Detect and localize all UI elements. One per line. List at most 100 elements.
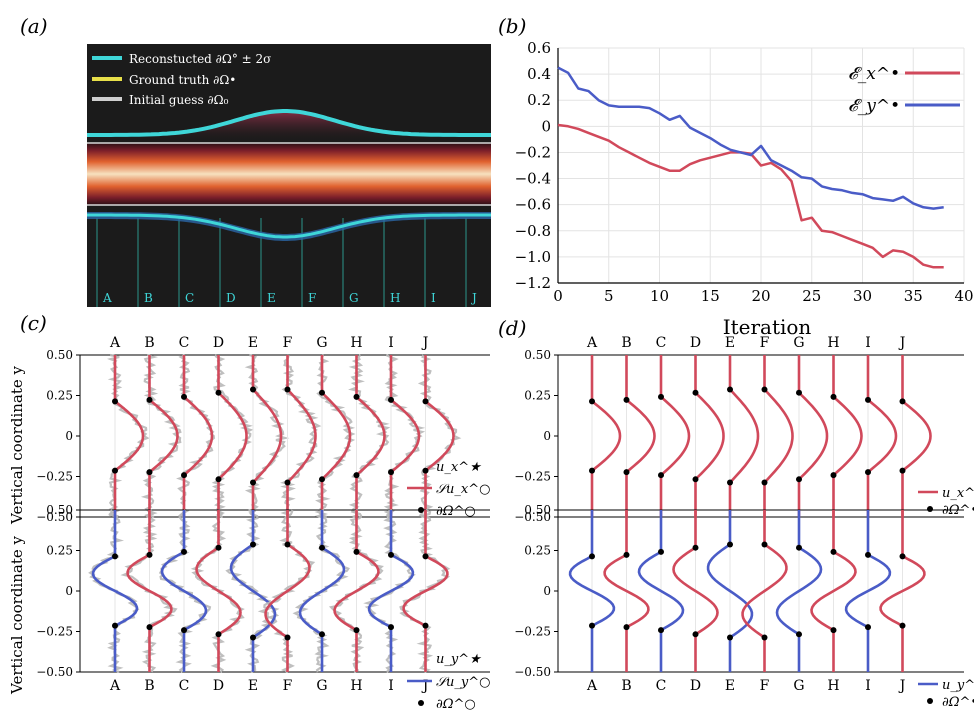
station-letter-bottom-A: A xyxy=(109,678,121,694)
station-letter-bottom-J: J xyxy=(421,678,429,694)
station-letter-top-C: C xyxy=(179,335,190,351)
x-tick-label: 25 xyxy=(802,287,821,305)
station-letter-bottom-I: I xyxy=(388,678,394,694)
panel-b-legend: 𝓔_x^• 𝓔_y^• xyxy=(848,64,960,116)
measured-profile-H xyxy=(348,354,391,519)
velocity-profile-F xyxy=(763,355,794,517)
x-tick-label: 10 xyxy=(650,287,669,305)
measured-profile-E xyxy=(244,353,290,518)
panel-c-top-legend: u_x^★ 𝒮u_x^○ ∂Ω^○ xyxy=(407,460,491,519)
velocity-profile-G xyxy=(775,510,823,672)
y-tick-label: 0.25 xyxy=(524,389,551,403)
velocity-profile-J xyxy=(402,510,449,672)
station-letter-top-A: A xyxy=(586,335,598,351)
boundary-dot-bottom-I xyxy=(865,624,871,631)
station-letter-top-B: B xyxy=(144,335,154,351)
velocity-profile-B xyxy=(625,355,656,517)
boundary-dot-bottom-B xyxy=(623,624,630,631)
y-tick-label: 0.6 xyxy=(527,39,551,57)
series-line-ex xyxy=(557,123,944,269)
velocity-profile-B xyxy=(126,510,173,672)
boundary-dot-top-D xyxy=(215,544,222,551)
velocity-profile-A xyxy=(113,355,145,517)
y-tick-label: 0 xyxy=(65,429,73,443)
panel-label-a: (a) xyxy=(20,14,48,38)
boundary-dot-top-I xyxy=(388,551,394,558)
velocity-profile-A xyxy=(91,510,139,672)
measured-profile-F xyxy=(280,354,322,518)
boundary-dot-top-A xyxy=(112,398,118,405)
boundary-dot-top-D xyxy=(692,389,699,396)
y-tick-label: 0.50 xyxy=(46,348,73,362)
boundary-dot-top-H xyxy=(830,548,837,555)
y-tick-label: −0.25 xyxy=(36,625,73,639)
legend-d-top-velocity: u_x^• xyxy=(942,486,974,501)
boundary-dot-bottom-E xyxy=(250,634,256,641)
boundary-dot-top-C xyxy=(181,393,187,400)
y-tick-label: 0 xyxy=(543,584,551,598)
boundary-dot-bottom-H xyxy=(830,472,837,479)
velocity-profile-B xyxy=(148,355,179,517)
station-letter-bottom-H: H xyxy=(350,678,362,694)
boundary-dot-top-I xyxy=(865,551,871,558)
panel-c: 0.500.250−0.25−0.500.500.250−0.25−0.50AA… xyxy=(36,335,490,694)
boundary-dot-bottom-A xyxy=(589,622,595,629)
station-letter-top-F: F xyxy=(760,335,770,351)
x-tick-label: 5 xyxy=(604,287,614,305)
legend-c-bottom-measured: u_y^★ xyxy=(436,652,482,667)
velocity-profile-I xyxy=(844,510,892,672)
legend-d-bottom-velocity: u_y^• xyxy=(942,678,974,693)
upper-boundary-glow xyxy=(87,111,491,143)
boundary-dot-top-C xyxy=(181,548,187,555)
boundary-dot-top-E xyxy=(250,386,256,393)
boundary-dot-top-H xyxy=(830,393,837,400)
boundary-dot-bottom-D xyxy=(692,631,699,638)
boundary-dot-top-B xyxy=(623,396,630,403)
station-letter-bottom-C: C xyxy=(656,678,667,694)
measured-profile-C xyxy=(176,354,216,518)
boundary-dot-bottom-G xyxy=(796,476,802,483)
station-letter-top-J: J xyxy=(421,335,429,351)
legend-d-bottom-boundary: ∂Ω^• xyxy=(942,695,974,710)
station-letter-bottom-D: D xyxy=(213,678,224,694)
station-letter-top-E: E xyxy=(725,335,735,351)
boundary-dot-top-D xyxy=(692,544,699,551)
station-letter-top-F: F xyxy=(283,335,293,351)
boundary-dot-bottom-J xyxy=(899,467,906,474)
boundary-dot-bottom-D xyxy=(215,631,222,638)
boundary-dot-top-C xyxy=(658,548,664,555)
velocity-profile-F xyxy=(264,510,311,672)
station-letter-top-A: A xyxy=(109,335,121,351)
y-tick-label: −0.25 xyxy=(514,470,551,484)
velocity-field xyxy=(87,143,491,205)
boundary-dot-bottom-E xyxy=(727,479,733,486)
boundary-dot-top-G xyxy=(796,389,802,396)
velocity-profile-C xyxy=(637,510,685,672)
velocity-profile-C xyxy=(160,510,208,672)
station-letter-bottom-G: G xyxy=(316,678,327,694)
boundary-dot-bottom-B xyxy=(623,469,630,476)
station-letter-bottom-E: E xyxy=(248,678,258,694)
boundary-dot-top-J xyxy=(422,553,429,560)
panel-label-c: (c) xyxy=(20,311,47,335)
boundary-dot-top-F xyxy=(284,541,291,548)
boundary-dot-bottom-A xyxy=(112,467,118,474)
y-tick-label: 0.25 xyxy=(46,389,73,403)
boundary-dot-bottom-F xyxy=(761,479,768,486)
y-tick-label: −0.50 xyxy=(36,665,73,679)
boundary-dot-bottom-A xyxy=(589,467,595,474)
boundary-dot-top-A xyxy=(112,553,118,560)
y-tick-label: −1.2 xyxy=(515,274,551,292)
y-tick-label: −0.25 xyxy=(514,625,551,639)
station-letter-top-I: I xyxy=(865,335,871,351)
velocity-profile-G xyxy=(797,355,829,517)
panel-label-b: (b) xyxy=(498,14,526,38)
x-tick-label: 0 xyxy=(553,287,563,305)
legend-c-top-dot xyxy=(418,507,424,513)
panel-d: 0.500.250−0.25−0.500.500.250−0.25−0.50AA… xyxy=(514,335,964,694)
y-tick-label: −0.2 xyxy=(515,143,551,161)
reconstructed-lower-boundary xyxy=(87,213,491,239)
station-letter-bottom-A: A xyxy=(586,678,598,694)
velocity-profile-H xyxy=(355,355,386,517)
